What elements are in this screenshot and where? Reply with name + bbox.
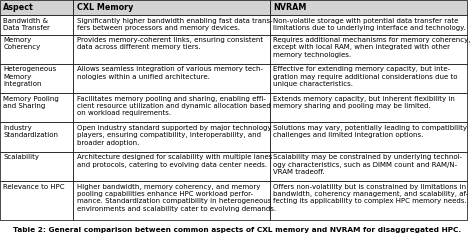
Text: Scalability may be constrained by underlying technol-
ogy characteristics, such : Scalability may be constrained by underl… [273,154,463,175]
Text: CXL Memory: CXL Memory [77,3,133,12]
Bar [0,0,73,15]
Text: Memory Pooling
and Sharing: Memory Pooling and Sharing [3,96,59,109]
Bar [270,152,467,181]
Text: Aspect: Aspect [3,3,34,12]
Bar [0,122,73,152]
Bar [0,181,73,220]
Text: Heterogeneous
Memory
Integration: Heterogeneous Memory Integration [3,67,56,87]
Bar [73,0,270,15]
Text: Non-volatile storage with potential data transfer rate
limitations due to underl: Non-volatile storage with potential data… [273,18,466,31]
Bar [73,122,270,152]
Bar [73,15,270,35]
Text: Scalability: Scalability [3,154,39,160]
Bar [0,15,73,35]
Bar [73,152,270,181]
Bar [0,35,73,64]
Text: Table 2: General comparison between common aspects of CXL memory and NVRAM for d: Table 2: General comparison between comm… [13,227,461,233]
Bar [73,64,270,93]
Text: Facilitates memory pooling and sharing, enabling effi-
cient resource utilizatio: Facilitates memory pooling and sharing, … [77,96,271,116]
Text: Relevance to HPC: Relevance to HPC [3,184,65,190]
Bar [0,152,73,181]
Text: Memory
Coherency: Memory Coherency [3,37,41,50]
Text: NVRAM: NVRAM [273,3,307,12]
Text: Offers non-volatility but is constrained by limitations in
bandwidth, coherency : Offers non-volatility but is constrained… [273,184,469,204]
Text: Industry
Standardization: Industry Standardization [3,125,58,138]
Text: Requires additional mechanisms for memory coherency,
except with local RAM, when: Requires additional mechanisms for memor… [273,37,471,58]
Bar [0,93,73,122]
Text: Architecture designed for scalability with multiple lanes
and protocols, caterin: Architecture designed for scalability wi… [77,154,272,168]
Bar [270,15,467,35]
Bar [73,93,270,122]
Bar [270,0,467,15]
Bar [270,122,467,152]
Bar [73,35,270,64]
Text: Significantly higher bandwidth enabling fast data trans-
fers between processors: Significantly higher bandwidth enabling … [77,18,273,31]
Bar [0,64,73,93]
Bar [270,64,467,93]
Text: Provides memory-coherent links, ensuring consistent
data across different memory: Provides memory-coherent links, ensuring… [77,37,263,50]
Bar [270,181,467,220]
Text: Solutions may vary, potentially leading to compatibility
challenges and limited : Solutions may vary, potentially leading … [273,125,467,138]
Text: Open industry standard supported by major technology
players, ensuring compatibi: Open industry standard supported by majo… [77,125,271,146]
Text: Bandwidth &
Data Transfer: Bandwidth & Data Transfer [3,18,50,31]
Text: Extends memory capacity, but inherent flexibility in
memory sharing and pooling : Extends memory capacity, but inherent fl… [273,96,456,109]
Bar [73,181,270,220]
Text: Higher bandwidth, memory coherency, and memory
pooling capabilities enhance HPC : Higher bandwidth, memory coherency, and … [77,184,276,212]
Text: Allows seamless integration of various memory tech-
nologies within a unified ar: Allows seamless integration of various m… [77,67,263,80]
Bar [270,93,467,122]
Bar [270,35,467,64]
Text: Effective for extending memory capacity, but inte-
gration may require additiona: Effective for extending memory capacity,… [273,67,458,87]
